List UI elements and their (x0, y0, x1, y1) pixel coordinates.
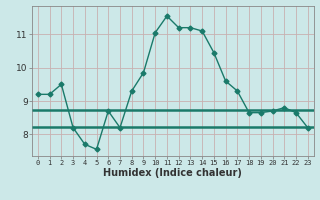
X-axis label: Humidex (Indice chaleur): Humidex (Indice chaleur) (103, 168, 242, 178)
